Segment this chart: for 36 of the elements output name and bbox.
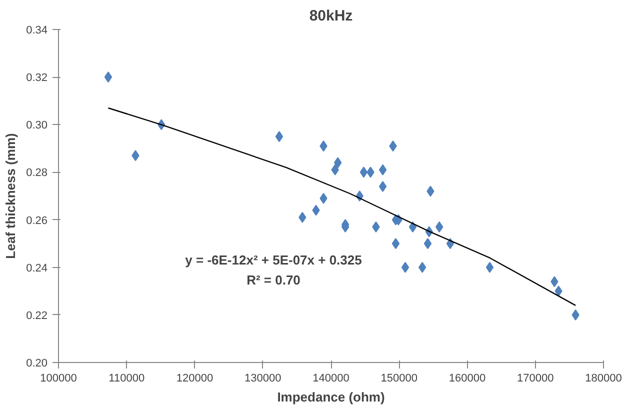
x-tick-label: 120000	[176, 372, 214, 384]
point	[378, 180, 387, 192]
x-tick-label: 100000	[40, 372, 77, 384]
x-tick-label: 110000	[108, 372, 145, 384]
point	[392, 238, 400, 250]
point	[334, 157, 342, 168]
y-tick-label: 0.20	[26, 358, 48, 370]
y-tick-label: 0.26	[26, 214, 48, 227]
y-axis-title: Leaf thickness (mm)	[3, 133, 18, 259]
y-tick-label: 0.24	[26, 262, 48, 274]
x-tick-label: 180000	[585, 372, 622, 384]
y-tick-label: 0.32	[26, 72, 48, 84]
point	[408, 221, 417, 232]
line-series	[108, 107, 576, 306]
y-tick-label: 0.30	[26, 120, 48, 132]
point	[401, 262, 410, 273]
annotation: y = -6E-12x² + 5E-07x + 0.325	[185, 252, 362, 268]
point	[418, 262, 426, 273]
y-tick-label: 0.28	[26, 167, 48, 180]
point	[435, 221, 444, 232]
x-tick-label: 160000	[448, 372, 486, 384]
point	[104, 72, 112, 83]
y-tick-label: 0.34	[26, 24, 48, 36]
point	[360, 166, 368, 178]
x-tick-label: 130000	[244, 372, 282, 384]
point	[275, 131, 284, 142]
point	[486, 262, 494, 273]
x-tick-label: 170000	[517, 372, 554, 384]
point	[424, 238, 432, 250]
annotation: R² = 0.70	[246, 272, 300, 288]
x-tick-label: 140000	[312, 372, 350, 384]
chart-title: 80kHz	[309, 8, 353, 24]
y-tick-label: 0.22	[26, 310, 48, 322]
point	[378, 164, 387, 176]
x-axis-title: Impedance (ohm)	[277, 390, 385, 404]
x-tick-label: 150000	[380, 372, 418, 384]
